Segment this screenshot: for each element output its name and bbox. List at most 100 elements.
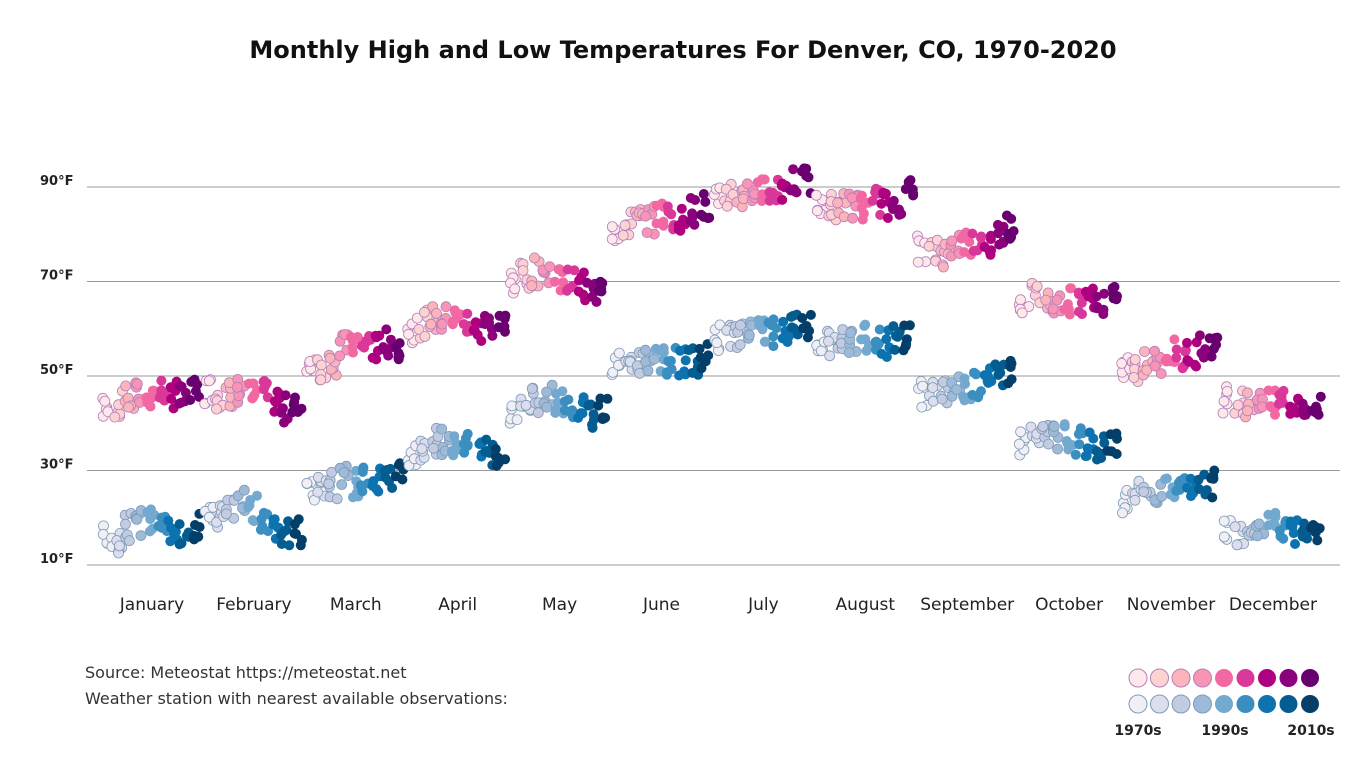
point-low-november: [1193, 474, 1204, 485]
point-high-april: [425, 318, 437, 330]
x-tick-label: July: [747, 595, 779, 615]
point-low-june: [642, 365, 654, 377]
point-high-december: [1276, 394, 1287, 404]
point-low-february: [295, 540, 306, 551]
point-high-january: [99, 395, 111, 407]
point-high-august: [832, 197, 843, 209]
point-low-march: [323, 478, 335, 490]
x-tick-label: January: [119, 595, 184, 615]
point-low-june: [687, 367, 698, 378]
point-low-june: [655, 345, 666, 356]
point-high-february: [211, 403, 222, 415]
x-tick-label: March: [330, 595, 382, 615]
y-tick-label: 50°F: [40, 363, 73, 378]
point-high-june: [673, 224, 684, 235]
point-high-february: [292, 407, 303, 417]
point-low-november: [1175, 475, 1186, 486]
point-low-may: [573, 412, 584, 423]
point-low-january: [120, 518, 131, 530]
point-low-september: [917, 380, 928, 392]
point-low-february: [249, 516, 259, 527]
point-low-february: [276, 539, 287, 549]
point-high-june: [641, 227, 653, 239]
point-low-june: [661, 369, 672, 380]
point-high-july: [797, 166, 807, 177]
x-tick-label: February: [216, 595, 291, 615]
point-low-june: [613, 347, 625, 359]
point-high-february: [280, 390, 291, 401]
point-high-november: [1161, 353, 1172, 364]
legend-swatch-low: [1193, 694, 1212, 714]
point-low-august: [843, 347, 855, 359]
point-high-february: [203, 375, 215, 387]
point-low-february: [243, 502, 254, 513]
point-low-august: [874, 324, 885, 335]
point-low-july: [797, 313, 808, 323]
point-low-march: [380, 472, 391, 483]
point-low-october: [1015, 426, 1026, 438]
legend-swatch-high: [1279, 669, 1298, 687]
point-high-september: [938, 261, 949, 273]
point-high-january: [109, 411, 121, 423]
point-low-may: [551, 404, 562, 415]
point-low-november: [1206, 473, 1217, 484]
point-low-april: [491, 460, 502, 471]
point-low-october: [1073, 429, 1084, 440]
point-low-march: [358, 463, 369, 474]
point-low-march: [301, 477, 313, 489]
point-low-june: [703, 350, 714, 361]
point-low-august: [872, 341, 883, 352]
point-high-november: [1116, 357, 1128, 369]
point-low-october: [1082, 443, 1093, 454]
x-tick-label: October: [1035, 595, 1103, 615]
point-high-may: [562, 264, 573, 275]
point-high-march: [371, 332, 382, 343]
point-low-september: [983, 371, 994, 382]
point-high-november: [1191, 361, 1202, 372]
point-low-october: [1043, 438, 1054, 450]
point-high-october: [1092, 301, 1103, 312]
point-low-march: [357, 486, 368, 497]
point-low-december: [1218, 515, 1230, 527]
point-low-june: [607, 366, 619, 378]
legend-swatch-low: [1128, 694, 1148, 714]
point-low-march: [338, 467, 350, 478]
point-high-december: [1242, 405, 1253, 417]
x-tick-label: August: [836, 595, 896, 615]
point-low-december: [1297, 525, 1308, 536]
point-high-august: [856, 190, 867, 201]
point-low-october: [1080, 451, 1091, 462]
point-low-september: [916, 401, 928, 413]
point-high-september: [923, 240, 935, 252]
point-high-september: [992, 219, 1003, 230]
legend-swatch-high: [1236, 669, 1255, 687]
point-low-december: [1285, 520, 1296, 531]
point-high-august: [876, 198, 887, 209]
point-high-june: [606, 233, 618, 245]
point-low-january: [174, 519, 185, 530]
point-low-october: [1037, 421, 1049, 432]
point-high-july: [742, 178, 753, 190]
point-low-august: [856, 334, 867, 345]
point-high-september: [912, 256, 924, 268]
point-low-february: [289, 519, 300, 530]
point-high-october: [1047, 303, 1059, 315]
point-high-may: [595, 276, 606, 287]
point-high-may: [563, 283, 574, 294]
point-low-january: [163, 515, 174, 526]
point-high-march: [385, 334, 396, 345]
point-high-september: [986, 245, 997, 256]
point-low-june: [680, 355, 691, 366]
x-tick-label: April: [438, 595, 477, 615]
point-high-january: [141, 392, 152, 403]
point-low-june: [640, 344, 651, 356]
point-high-may: [594, 285, 605, 296]
point-high-august: [811, 205, 823, 217]
legend-swatch-high: [1215, 669, 1233, 687]
point-high-october: [1091, 291, 1102, 302]
legend-swatch-high: [1128, 668, 1148, 688]
point-low-january: [123, 535, 135, 547]
point-low-january: [114, 540, 125, 552]
point-low-december: [1252, 530, 1263, 542]
legend-swatch-low: [1279, 695, 1298, 713]
